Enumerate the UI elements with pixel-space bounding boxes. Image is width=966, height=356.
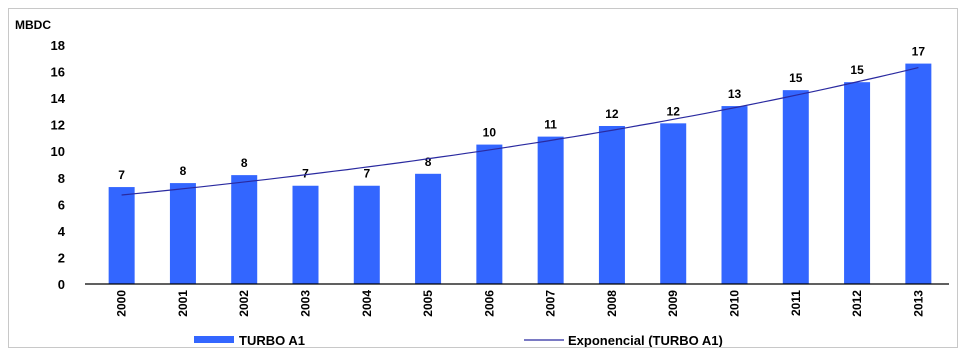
x-tick-label-2003: 2003 bbox=[299, 290, 313, 317]
data-label-2005: 8 bbox=[425, 155, 432, 169]
bar-chart: MBDC 0 2 4 6 8 10 12 14 16 18 7 8 8 7 7 8 10 11 12 12 13 15 1… bbox=[15, 18, 949, 347]
bar-2011 bbox=[782, 90, 809, 285]
x-tick-label-2008: 2008 bbox=[605, 290, 619, 317]
data-label-2007: 11 bbox=[544, 118, 557, 132]
bar-2001 bbox=[169, 183, 196, 284]
legend-swatch-turbo-a1 bbox=[194, 336, 234, 343]
x-tick-label-2002: 2002 bbox=[237, 290, 251, 317]
data-label-2012: 15 bbox=[850, 63, 864, 77]
x-tick-label-2007: 2007 bbox=[544, 290, 558, 317]
y-tick-label-0: 0 bbox=[58, 277, 65, 292]
data-label-2001: 8 bbox=[180, 164, 187, 178]
bar-series-turbo-a1 bbox=[108, 63, 932, 285]
data-label-2013: 17 bbox=[912, 45, 926, 59]
y-tick-label-16: 16 bbox=[51, 65, 65, 80]
y-tick-label-18: 18 bbox=[51, 38, 65, 53]
bar-2012 bbox=[844, 82, 871, 284]
data-label-2002: 8 bbox=[241, 156, 248, 170]
bar-2007 bbox=[537, 136, 564, 284]
x-tick-label-2004: 2004 bbox=[360, 290, 374, 317]
chart-frame: MBDC 0 2 4 6 8 10 12 14 16 18 7 8 8 7 7 8 10 11 12 12 13 15 1… bbox=[8, 8, 958, 348]
bar-2006 bbox=[476, 144, 503, 284]
y-tick-label-4: 4 bbox=[58, 224, 66, 239]
x-tick-label-2001: 2001 bbox=[176, 290, 190, 317]
bar-2003 bbox=[292, 185, 319, 284]
y-tick-label-6: 6 bbox=[58, 197, 65, 212]
data-label-2000: 7 bbox=[118, 168, 125, 182]
x-tick-label-2011: 2011 bbox=[789, 290, 803, 316]
data-label-2009: 12 bbox=[667, 104, 681, 118]
bar-2008 bbox=[598, 125, 625, 284]
y-tick-label-10: 10 bbox=[51, 144, 65, 159]
data-label-2003: 7 bbox=[302, 167, 309, 181]
y-tick-label-12: 12 bbox=[51, 118, 65, 133]
bar-2005 bbox=[415, 173, 442, 284]
data-label-2004: 7 bbox=[363, 167, 370, 181]
x-tick-label-2009: 2009 bbox=[666, 290, 680, 317]
y-tick-label-8: 8 bbox=[58, 171, 65, 186]
legend-label-turbo-a1: TURBO A1 bbox=[239, 333, 305, 347]
data-label-2008: 12 bbox=[605, 107, 619, 121]
bar-2004 bbox=[353, 185, 380, 284]
legend-label-trendline: Exponencial (TURBO A1) bbox=[568, 333, 723, 347]
bar-2009 bbox=[660, 123, 687, 284]
y-tick-label-14: 14 bbox=[51, 91, 66, 106]
data-label-2006: 10 bbox=[483, 126, 497, 140]
x-tick-label-2012: 2012 bbox=[850, 290, 864, 317]
exponential-trendline bbox=[121, 67, 919, 196]
x-tick-label-2006: 2006 bbox=[482, 290, 496, 317]
bar-2000 bbox=[108, 187, 135, 284]
legend: TURBO A1 Exponencial (TURBO A1) bbox=[194, 333, 723, 347]
y-tick-label-2: 2 bbox=[58, 250, 65, 265]
data-label-2010: 13 bbox=[728, 87, 742, 101]
x-tick-label-2013: 2013 bbox=[911, 290, 925, 317]
y-axis-ticks: 0 2 4 6 8 10 12 14 16 18 bbox=[51, 38, 66, 292]
x-tick-label-2005: 2005 bbox=[421, 290, 435, 317]
x-tick-label-2000: 2000 bbox=[115, 290, 129, 317]
x-axis-ticks: 2000 2001 2002 2003 2004 2005 2006 2007 2008 2009… bbox=[115, 290, 926, 317]
bar-2010 bbox=[721, 106, 748, 284]
bar-2013 bbox=[905, 63, 932, 284]
bar-2002 bbox=[231, 175, 258, 284]
y-axis-unit-label: MBDC bbox=[15, 18, 51, 32]
data-label-2011: 15 bbox=[789, 71, 803, 85]
data-labels: 7 8 8 7 7 8 10 11 12 12 13 15 15 17 bbox=[118, 45, 925, 182]
x-tick-label-2010: 2010 bbox=[728, 290, 742, 317]
